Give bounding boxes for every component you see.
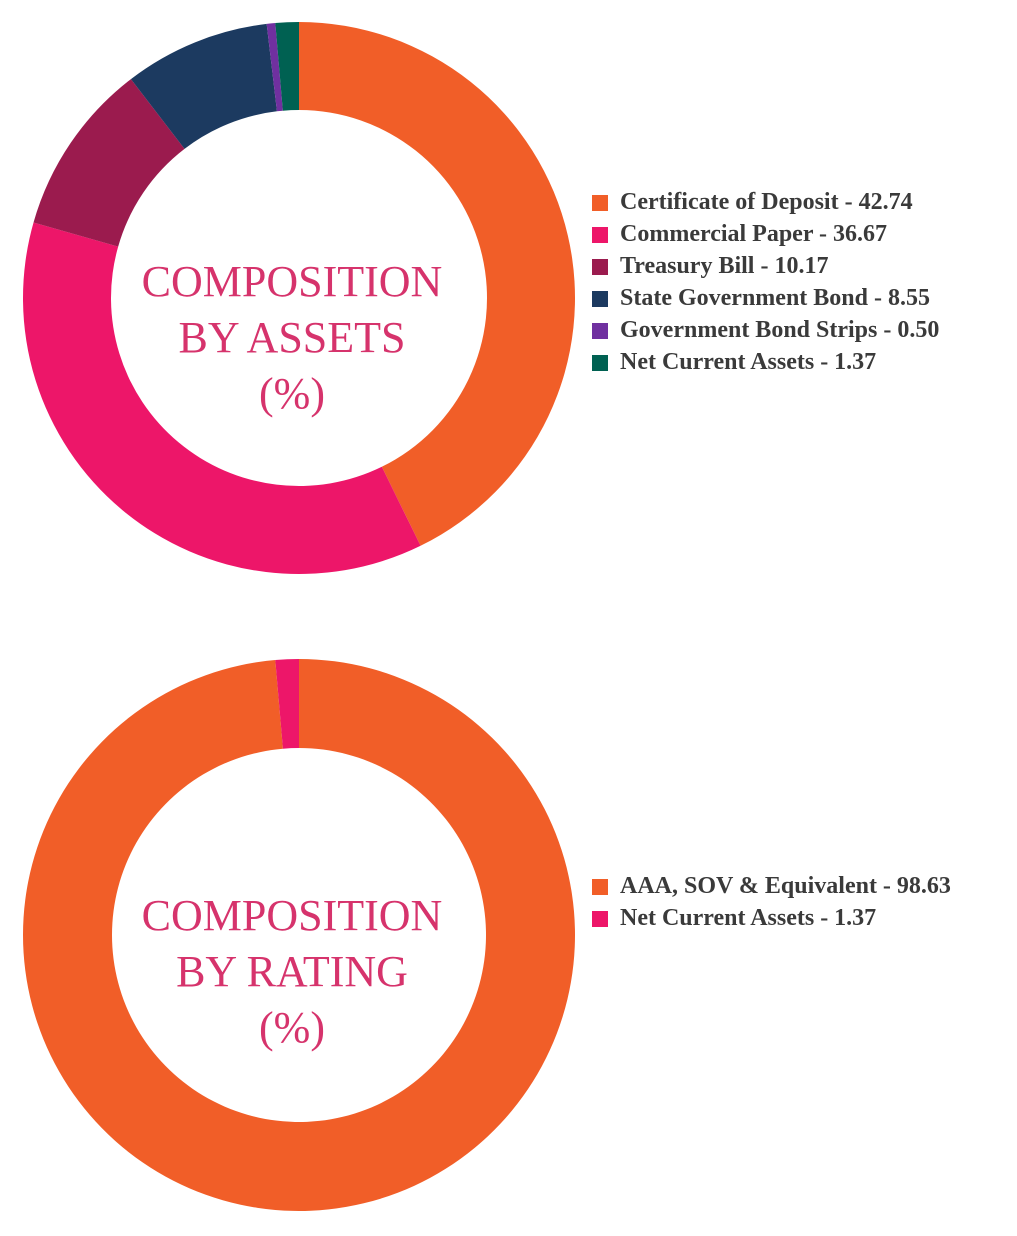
- assets-composition-chart: COMPOSITION BY ASSETS (%) Certificate of…: [0, 0, 1017, 600]
- legend-label: Government Bond Strips - 0.50: [620, 317, 940, 343]
- donut-slice-commercial-paper: [22, 222, 421, 574]
- legend-label: Net Current Assets - 1.37: [620, 349, 877, 375]
- legend-label: Treasury Bill - 10.17: [620, 253, 829, 279]
- legend-swatch: [592, 227, 608, 243]
- legend-swatch: [592, 259, 608, 275]
- donut-slice-government-bond-strips: [266, 23, 283, 112]
- legend-label: Certificate of Deposit - 42.74: [620, 189, 913, 215]
- rating-composition-chart: COMPOSITION BY RATING (%) AAA, SOV & Equ…: [0, 640, 1017, 1236]
- legend-swatch: [592, 323, 608, 339]
- legend-swatch: [592, 911, 608, 927]
- assets-center-title: COMPOSITION BY ASSETS (%): [112, 254, 472, 422]
- donut-slice-treasury-bill: [33, 79, 185, 247]
- legend-item: State Government Bond - 8.55: [592, 282, 1002, 314]
- rating-donut: [23, 659, 575, 1211]
- legend-swatch: [592, 355, 608, 371]
- legend-item: Treasury Bill - 10.17: [592, 250, 1002, 282]
- assets-donut: [22, 22, 576, 574]
- legend-item: Certificate of Deposit - 42.74: [592, 186, 1002, 218]
- legend-item: AAA, SOV & Equivalent - 98.63: [592, 870, 952, 902]
- rating-title-line-1: COMPOSITION: [141, 891, 443, 940]
- legend-label: AAA, SOV & Equivalent - 98.63: [620, 873, 951, 899]
- donut-slice-net-current-assets: [275, 659, 299, 749]
- rating-center-title: COMPOSITION BY RATING (%): [112, 888, 472, 1056]
- legend-item: Commercial Paper - 36.67: [592, 218, 1002, 250]
- legend-item: Government Bond Strips - 0.50: [592, 314, 1002, 346]
- rating-title-line-2: BY RATING: [176, 947, 408, 996]
- legend-swatch: [592, 291, 608, 307]
- legend-item: Net Current Assets - 1.37: [592, 902, 952, 934]
- legend-label: Net Current Assets - 1.37: [620, 905, 877, 931]
- donut-slice-net-current-assets: [275, 22, 299, 111]
- assets-title-line-3: (%): [259, 369, 325, 418]
- rating-legend: AAA, SOV & Equivalent - 98.63 Net Curren…: [592, 870, 952, 934]
- assets-legend: Certificate of Deposit - 42.74 Commercia…: [592, 186, 1002, 378]
- assets-title-line-2: BY ASSETS: [178, 313, 406, 362]
- legend-item: Net Current Assets - 1.37: [592, 346, 1002, 378]
- legend-label: State Government Bond - 8.55: [620, 285, 930, 311]
- assets-title-line-1: COMPOSITION: [141, 257, 443, 306]
- legend-swatch: [592, 195, 608, 211]
- donut-slice-aaa-sov-equivalent: [23, 659, 575, 1211]
- donut-slice-state-government-bond: [130, 23, 277, 149]
- donut-slice-certificate-of-deposit: [299, 22, 576, 546]
- legend-swatch: [592, 879, 608, 895]
- rating-title-line-3: (%): [259, 1003, 325, 1052]
- legend-label: Commercial Paper - 36.67: [620, 221, 888, 247]
